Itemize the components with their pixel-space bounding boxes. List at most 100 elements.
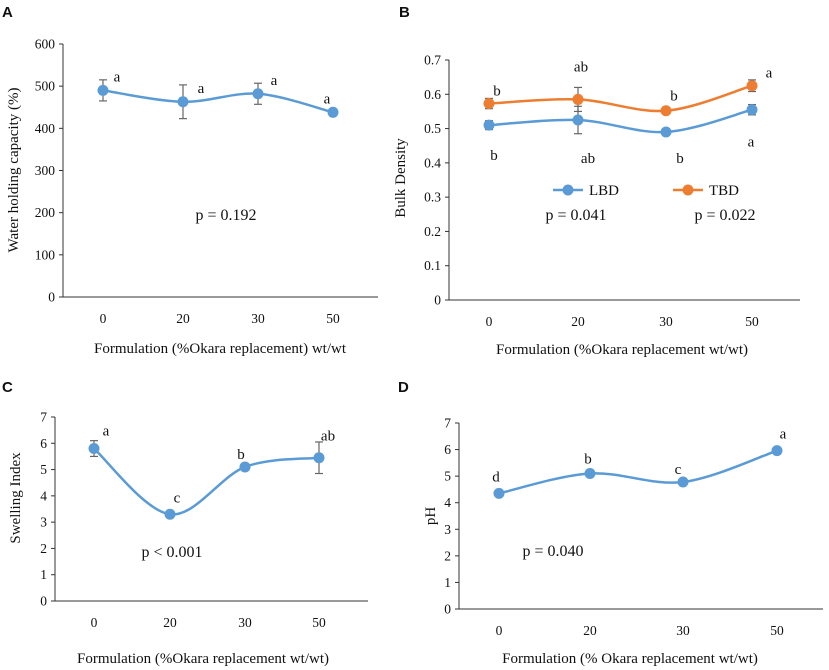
- y-tick-label: 0.6: [424, 87, 441, 102]
- series-line: [488, 84, 753, 113]
- data-point: [252, 88, 264, 100]
- panel-d-x-axis-title: Formulation (% Okara replacement wt/wt): [502, 651, 758, 667]
- y-tick-label: 2: [40, 541, 47, 556]
- y-tick-label: 3: [444, 522, 451, 537]
- significance-label: b: [493, 84, 501, 100]
- significance-label: a: [748, 135, 755, 151]
- data-point: [660, 126, 672, 138]
- significance-label: a: [780, 427, 787, 443]
- x-tick-label: 30: [659, 314, 673, 329]
- data-point: [746, 80, 758, 92]
- significance-label: c: [174, 490, 181, 506]
- significance-label: a: [103, 424, 110, 440]
- significance-label: ab: [321, 429, 335, 445]
- y-tick-label: 0.1: [424, 258, 441, 273]
- panel-b-axes: 0 0.1 0.2 0.3 0.4 0.5 0.6 0.7 0 20 30 50: [424, 53, 800, 329]
- y-tick-label: 2: [444, 548, 451, 563]
- y-tick-label: 300: [35, 163, 56, 178]
- legend-tbd-label: TBD: [709, 183, 739, 199]
- x-tick-label: 0: [100, 311, 107, 326]
- data-point: [483, 98, 495, 110]
- significance-label: b: [490, 148, 498, 164]
- panel-a-letter: A: [2, 4, 13, 21]
- data-point: [313, 452, 325, 464]
- panel-b-p-value-lbd: p = 0.041: [545, 207, 606, 224]
- y-tick-label: 0.3: [424, 190, 441, 205]
- series-line: [102, 89, 334, 114]
- x-tick-label: 50: [770, 623, 784, 638]
- y-tick-label: 4: [40, 488, 47, 503]
- y-tick-label: 0.5: [424, 121, 441, 136]
- x-tick-label: 0: [486, 314, 493, 329]
- data-point: [239, 461, 251, 473]
- data-point: [660, 105, 672, 117]
- x-tick-label: 20: [571, 314, 585, 329]
- panel-a-p-value: p = 0.192: [195, 207, 256, 224]
- significance-label: ab: [581, 151, 595, 167]
- significance-label: a: [766, 66, 773, 82]
- y-tick-label: 0.4: [424, 155, 441, 170]
- y-tick-label: 0: [48, 290, 55, 305]
- x-tick-label: 20: [176, 311, 190, 326]
- significance-label: a: [198, 81, 205, 97]
- y-tick-label: 500: [35, 79, 56, 94]
- series-line: [498, 449, 778, 495]
- x-tick-label: 0: [496, 623, 503, 638]
- panel-c-letter: C: [2, 379, 13, 396]
- panel-b-letter: B: [399, 4, 410, 21]
- y-tick-label: 5: [40, 462, 47, 477]
- y-tick-label: 0: [444, 602, 451, 617]
- legend-tbd-marker: [682, 184, 694, 196]
- significance-label: b: [584, 451, 592, 467]
- panel-b-p-value-tbd: p = 0.022: [694, 207, 755, 224]
- x-tick-label: 50: [312, 615, 326, 630]
- significance-label: a: [324, 91, 331, 107]
- y-tick-label: 400: [35, 121, 56, 136]
- panel-a-x-axis-title: Formulation (%Okara replacement) wt/wt: [94, 341, 347, 357]
- panel-c-p-value: p < 0.001: [141, 544, 202, 561]
- significance-label: c: [675, 462, 682, 478]
- y-tick-label: 600: [35, 37, 56, 52]
- y-tick-label: 0.2: [424, 224, 441, 239]
- significance-label: a: [114, 69, 121, 85]
- x-tick-label: 30: [238, 615, 252, 630]
- panel-a: A 0 100 200 300 400 500 600 0 20 30 50 a a a a p = 0.…: [2, 4, 378, 357]
- y-tick-label: 4: [444, 495, 451, 510]
- series-line: [93, 447, 320, 516]
- x-tick-label: 0: [91, 615, 98, 630]
- x-tick-label: 50: [326, 311, 340, 326]
- x-tick-label: 30: [676, 623, 690, 638]
- y-tick-label: 5: [444, 469, 451, 484]
- panel-b: B 00.10.20.30.40.50.60.70 20 30 50 b ab babab…: [393, 4, 800, 358]
- significance-label: ab: [574, 59, 588, 75]
- panel-b-x-axis-title: Formulation (%Okara replacement wt/wt): [496, 342, 748, 358]
- panel-c: C 0 1 2 3 4 5 6 7 0 20 30 50 a c b ab p < 0.001 Formul…: [2, 379, 368, 667]
- panel-a-series: a a a a: [97, 69, 339, 120]
- panel-a-y-axis-title: Water holding capacity (%): [6, 88, 22, 253]
- legend-lbd-label: LBD: [589, 183, 619, 199]
- y-tick-label: 6: [444, 442, 451, 457]
- x-tick-label: 20: [163, 615, 177, 630]
- y-tick-label: 0: [40, 594, 47, 609]
- y-tick-label: 0: [434, 293, 441, 308]
- x-tick-label: 30: [251, 311, 265, 326]
- data-point: [493, 487, 505, 499]
- y-tick-label: 100: [35, 247, 56, 262]
- panel-b-y-axis-title: Bulk Density: [393, 138, 409, 218]
- panel-b-legend: LBD TBD: [553, 183, 739, 199]
- panel-d-letter: D: [398, 379, 409, 396]
- y-tick-label: 1: [40, 567, 47, 582]
- panel-c-y-axis-title: Swelling Index: [8, 452, 24, 544]
- data-point: [677, 476, 689, 488]
- data-point: [584, 467, 596, 479]
- data-point: [327, 106, 339, 118]
- data-point: [177, 96, 189, 108]
- y-tick-label: 0.7: [424, 53, 441, 68]
- data-point: [164, 508, 176, 520]
- data-point: [746, 104, 758, 116]
- panel-c-x-axis-title: Formulation (%Okara replacement wt/wt): [77, 651, 329, 667]
- y-tick-label: 200: [35, 205, 56, 220]
- panel-c-series: a c b ab: [88, 424, 335, 520]
